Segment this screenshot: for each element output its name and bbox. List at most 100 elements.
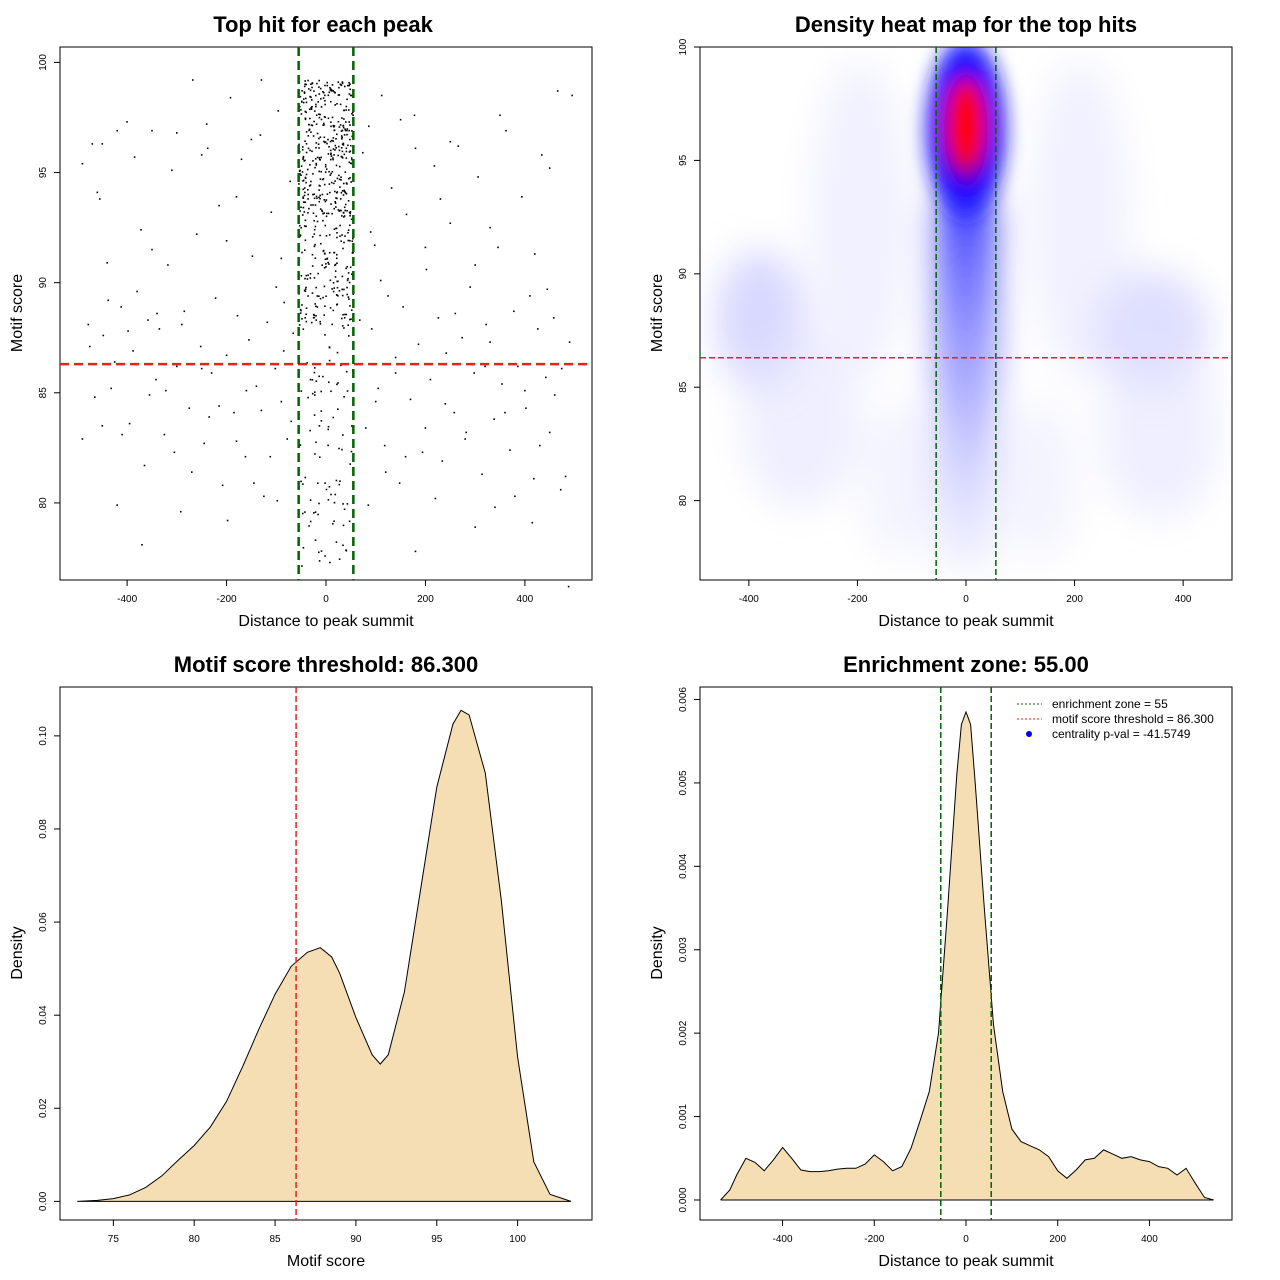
scatter-point xyxy=(345,109,347,111)
scatter-point xyxy=(308,207,310,210)
scatter-point xyxy=(304,140,306,142)
scatter-point xyxy=(521,196,523,198)
x-tick-label: 90 xyxy=(350,1234,362,1245)
scatter-point xyxy=(334,190,336,193)
scatter-point xyxy=(318,116,321,119)
scatter-point xyxy=(311,392,314,395)
scatter-point xyxy=(326,81,328,84)
score-density-y-label: Density xyxy=(9,926,26,979)
scatter-point xyxy=(302,547,305,549)
scatter-point xyxy=(417,343,420,346)
scatter-point xyxy=(313,316,316,319)
scatter-point xyxy=(324,482,326,484)
scatter-point xyxy=(113,361,116,363)
scatter-point xyxy=(302,512,304,515)
scatter-point xyxy=(332,90,334,92)
scatter-point xyxy=(367,504,370,506)
scatter-point xyxy=(313,245,316,248)
scatter-point xyxy=(304,277,306,280)
scatter-point xyxy=(313,277,316,279)
scatter-point xyxy=(315,286,317,289)
scatter-title: Top hit for each peak xyxy=(213,12,433,37)
x-tick-label: 400 xyxy=(517,594,534,605)
scatter-point xyxy=(346,183,348,185)
y-tick-label: 0.001 xyxy=(678,1104,689,1129)
scatter-point xyxy=(302,197,305,199)
scatter-point xyxy=(325,199,328,201)
y-tick-label: 0.10 xyxy=(38,726,49,746)
x-tick-label: 0 xyxy=(323,594,329,605)
scatter-point xyxy=(327,261,329,264)
scatter-point xyxy=(280,257,283,260)
scatter-point xyxy=(345,370,348,373)
scatter-point xyxy=(300,480,302,483)
scatter-point xyxy=(303,187,306,189)
scatter-point xyxy=(81,438,84,440)
scatter-point xyxy=(335,138,337,140)
scatter-point xyxy=(347,324,349,326)
scatter-point xyxy=(310,96,312,99)
scatter-point xyxy=(567,585,570,588)
scatter-point xyxy=(342,126,345,129)
y-tick-label: 80 xyxy=(678,495,689,507)
scatter-point xyxy=(328,234,331,236)
scatter-point xyxy=(365,427,367,429)
scatter-point xyxy=(335,227,338,230)
scatter-point xyxy=(301,565,303,567)
scatter-point xyxy=(345,182,348,184)
scatter-point xyxy=(330,121,332,123)
scatter-point xyxy=(343,508,346,511)
scatter-point xyxy=(101,425,104,427)
scatter-point xyxy=(322,375,324,378)
scatter-point xyxy=(141,544,143,546)
scatter-point xyxy=(341,215,343,217)
scatter-point xyxy=(306,278,309,280)
scatter-point xyxy=(348,520,351,523)
scatter-point xyxy=(309,164,311,166)
scatter-point xyxy=(304,219,307,222)
scatter-point xyxy=(310,108,313,110)
scatter-point xyxy=(474,264,476,266)
scatter-point xyxy=(263,495,265,498)
scatter-point xyxy=(314,453,316,455)
scatter-point xyxy=(300,390,303,392)
scatter-point xyxy=(314,511,317,513)
scatter-point xyxy=(346,128,349,130)
scatter-point xyxy=(305,320,308,323)
scatter-point xyxy=(481,473,483,476)
scatter-point xyxy=(315,164,318,166)
scatter-point xyxy=(324,116,326,119)
scatter-point xyxy=(248,339,250,341)
scatter-point xyxy=(444,403,447,405)
scatter-point xyxy=(313,120,315,123)
scatter-point xyxy=(323,140,325,143)
scatter-point xyxy=(469,286,471,288)
scatter-point xyxy=(319,208,322,210)
scatter-point xyxy=(346,286,348,289)
scatter-point xyxy=(352,237,354,240)
score-density-plot-box xyxy=(59,686,593,1221)
scatter-point xyxy=(305,143,308,145)
scatter-point xyxy=(320,118,323,121)
scatter-point xyxy=(323,199,326,201)
scatter-point xyxy=(399,118,402,121)
scatter-point xyxy=(298,143,300,146)
scatter-point xyxy=(133,156,136,158)
distance-density-x-label: Distance to peak summit xyxy=(878,1253,1054,1270)
scatter-point xyxy=(340,179,342,181)
scatter-point xyxy=(347,272,350,274)
scatter-point xyxy=(322,296,324,299)
scatter-point xyxy=(318,86,320,88)
scatter-point xyxy=(310,83,312,85)
scatter-point xyxy=(260,79,263,81)
scatter-point xyxy=(210,372,213,374)
scatter-point xyxy=(344,171,347,173)
scatter-point xyxy=(324,555,326,557)
scatter-point xyxy=(328,183,331,185)
x-tick-label: 100 xyxy=(509,1234,526,1245)
scatter-point xyxy=(328,91,331,94)
scatter-point xyxy=(318,157,321,159)
scatter-point xyxy=(315,162,317,165)
scatter-point xyxy=(315,195,318,198)
scatter-point xyxy=(545,376,547,379)
